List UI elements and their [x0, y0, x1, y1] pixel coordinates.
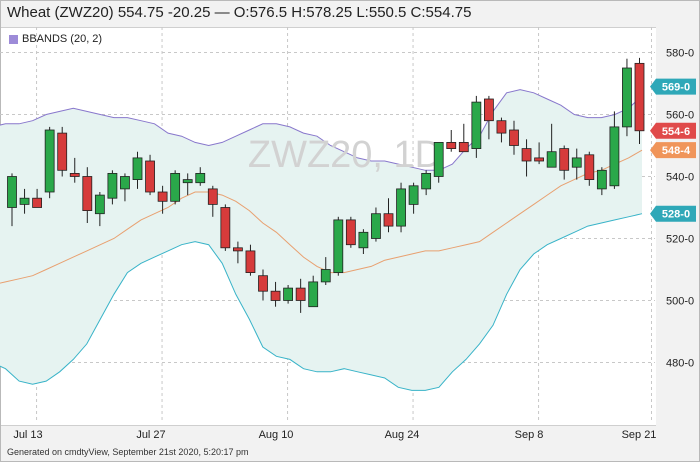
price-label: 528-0 [650, 205, 696, 222]
candle-down[interactable] [446, 141, 457, 149]
candle-down[interactable] [458, 141, 469, 153]
price-label-text: 548-4 [662, 145, 691, 157]
price-label-tag [650, 122, 696, 139]
legend-swatch [9, 34, 18, 44]
price-label-text: 569-0 [662, 82, 690, 94]
bband-fill [0, 89, 642, 391]
candle-down[interactable] [383, 213, 394, 227]
candle-up[interactable] [182, 179, 193, 184]
candle-down[interactable] [521, 148, 532, 162]
candle-down[interactable] [295, 287, 306, 301]
chart-title: Wheat (ZWZ20) 554.75 -20.25 — O:576.5 H:… [7, 4, 472, 21]
candle-down[interactable] [232, 247, 243, 252]
candle-up[interactable] [44, 129, 55, 193]
candle-down[interactable] [82, 176, 93, 211]
legend-label: BBANDS (20, 2) [22, 33, 103, 45]
price-label: 548-4 [650, 142, 696, 159]
candle-up[interactable] [596, 169, 607, 190]
x-tick-label: Aug 24 [385, 429, 420, 441]
candle-up[interactable] [19, 197, 30, 205]
price-label-text: 554-6 [662, 126, 690, 138]
candle-down[interactable] [509, 129, 519, 146]
y-tick-label: 540-0 [666, 172, 694, 184]
candle-up[interactable] [283, 287, 294, 301]
x-tick-label: Jul 27 [136, 429, 165, 441]
x-tick-label: Sep 8 [515, 429, 544, 441]
bband-lower-line [0, 213, 643, 391]
price-label-tag [650, 142, 696, 159]
y-tick-label: 560-0 [666, 110, 694, 122]
candle-up[interactable] [320, 269, 331, 283]
candle-up[interactable] [471, 101, 482, 149]
candle-up[interactable] [132, 157, 143, 180]
candle-down[interactable] [57, 132, 68, 171]
candle-down[interactable] [157, 191, 168, 202]
watermark: ZWZ20, 1D [248, 134, 442, 176]
candle-down[interactable] [145, 160, 155, 193]
candle-up[interactable] [107, 172, 118, 199]
candle-up[interactable] [609, 126, 620, 187]
legend[interactable]: BBANDS (20, 2) [9, 33, 102, 45]
price-label-tag [650, 205, 696, 222]
y-tick-label: 520-0 [666, 234, 694, 246]
candle-up[interactable] [571, 157, 582, 168]
bband-middle-line [0, 149, 643, 284]
candle-down[interactable] [584, 154, 595, 181]
price-label: 569-0 [650, 78, 696, 95]
candle-up[interactable] [396, 188, 406, 227]
candle-down[interactable] [32, 197, 42, 208]
candle-up[interactable] [94, 194, 105, 215]
candle-up[interactable] [170, 172, 181, 202]
candle-down[interactable] [634, 62, 645, 132]
candle-up[interactable] [622, 67, 632, 128]
candle-down[interactable] [270, 290, 281, 301]
candle-down[interactable] [559, 148, 570, 171]
candle-up[interactable] [433, 141, 444, 177]
candle-up[interactable] [371, 213, 381, 239]
footer-note: Generated on cmdtyView, September 21st 2… [7, 447, 249, 457]
candle-up[interactable] [333, 219, 344, 273]
candle-down[interactable] [483, 98, 494, 122]
price-label-text: 528-0 [662, 209, 690, 221]
candle-down[interactable] [207, 188, 218, 205]
y-tick-label: 580-0 [666, 48, 694, 60]
price-label: 554-6 [650, 122, 696, 139]
price-label-tag [650, 78, 696, 95]
candle-up[interactable] [421, 172, 432, 190]
x-tick-label: Aug 10 [259, 429, 294, 441]
bband-upper-line [0, 89, 643, 171]
candle-down[interactable] [69, 172, 80, 177]
candle-up[interactable] [308, 281, 319, 308]
candle-down[interactable] [245, 250, 256, 273]
candle-down[interactable] [345, 219, 356, 246]
x-tick-label: Jul 13 [13, 429, 42, 441]
candle-down[interactable] [220, 207, 231, 249]
candle-up[interactable] [195, 172, 206, 184]
candle-down[interactable] [534, 157, 544, 162]
candle-up[interactable] [408, 185, 419, 205]
candle-up[interactable] [7, 176, 17, 208]
candle-up[interactable] [358, 231, 369, 249]
y-tick-label: 500-0 [666, 296, 694, 308]
candle-down[interactable] [258, 275, 268, 292]
x-tick-label: Sep 21 [622, 429, 657, 441]
candle-down[interactable] [496, 120, 507, 134]
y-tick-label: 480-0 [666, 358, 694, 370]
candle-up[interactable] [546, 151, 557, 168]
candle-up[interactable] [120, 176, 130, 190]
